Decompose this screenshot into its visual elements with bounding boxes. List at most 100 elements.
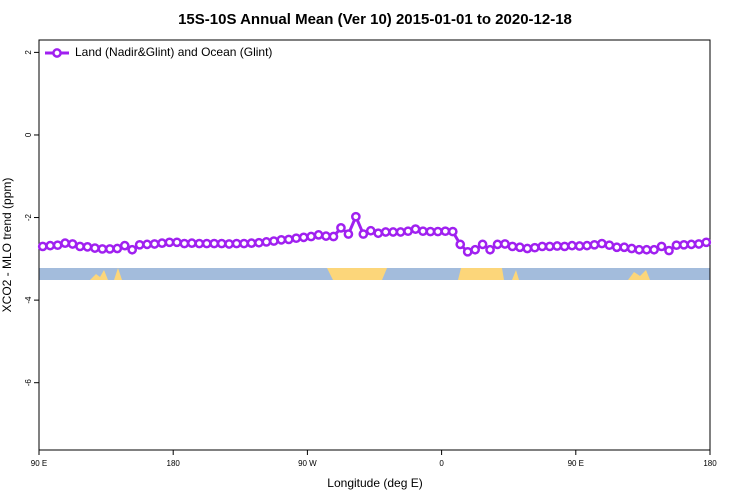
point xyxy=(321,231,331,241)
point xyxy=(462,246,473,257)
point xyxy=(567,240,577,251)
point xyxy=(380,227,391,237)
point xyxy=(149,239,160,249)
point xyxy=(395,227,406,237)
point xyxy=(574,241,585,251)
point xyxy=(604,240,615,251)
point xyxy=(529,242,540,253)
point xyxy=(112,243,123,254)
point xyxy=(410,224,421,234)
legend-marker xyxy=(52,48,62,58)
land-patch xyxy=(114,268,122,280)
point xyxy=(597,238,607,249)
point xyxy=(537,241,548,252)
point xyxy=(515,242,525,253)
point xyxy=(693,239,704,249)
land-patch xyxy=(90,270,108,280)
point xyxy=(142,239,152,250)
point xyxy=(611,242,622,253)
point xyxy=(283,234,294,245)
point xyxy=(246,238,257,248)
point xyxy=(671,240,682,251)
point xyxy=(298,232,309,243)
x-tick-label: 0 xyxy=(439,459,444,468)
point xyxy=(306,231,316,242)
point xyxy=(82,242,93,252)
point xyxy=(104,244,115,254)
point xyxy=(634,244,645,255)
point xyxy=(686,239,697,250)
land-patch xyxy=(327,268,387,280)
point xyxy=(179,238,190,249)
point xyxy=(90,243,100,253)
point xyxy=(522,243,533,254)
point xyxy=(418,226,428,237)
point xyxy=(209,238,220,249)
point xyxy=(679,239,689,250)
point xyxy=(544,241,555,252)
point xyxy=(261,237,272,247)
point xyxy=(231,238,242,249)
point xyxy=(373,228,384,239)
y-tick-label: -6 xyxy=(24,379,33,387)
point xyxy=(649,244,659,255)
legend-label: Land (Nadir&Glint) and Ocean (Glint) xyxy=(75,45,272,59)
point xyxy=(470,244,480,255)
point xyxy=(343,229,354,239)
x-tick-label: 180 xyxy=(167,459,181,468)
y-tick-label: 2 xyxy=(24,50,33,55)
y-tick-label: 0 xyxy=(24,132,33,137)
point xyxy=(37,241,48,252)
point xyxy=(97,244,108,254)
point xyxy=(75,241,85,252)
point xyxy=(157,238,167,248)
point xyxy=(269,236,279,246)
point xyxy=(664,245,674,256)
land-patch xyxy=(458,268,504,280)
point xyxy=(365,225,376,236)
point xyxy=(45,240,56,251)
point xyxy=(477,239,488,250)
point xyxy=(440,226,451,237)
point xyxy=(164,237,175,248)
x-tick-label: 90 E xyxy=(31,459,47,468)
point xyxy=(254,237,264,248)
point xyxy=(328,231,339,242)
point xyxy=(447,226,458,237)
point xyxy=(127,244,138,255)
point xyxy=(119,240,130,251)
point xyxy=(224,239,234,249)
point xyxy=(60,238,70,248)
point xyxy=(619,242,630,253)
point xyxy=(403,226,413,237)
point xyxy=(641,244,652,255)
point xyxy=(336,223,346,233)
point xyxy=(313,230,324,240)
x-axis-label: Longitude (deg E) xyxy=(327,476,422,490)
point xyxy=(388,227,398,237)
point xyxy=(485,244,495,255)
point xyxy=(172,237,182,248)
point xyxy=(433,226,443,237)
chart-title: 15S-10S Annual Mean (Ver 10) 2015-01-01 … xyxy=(178,11,572,28)
point xyxy=(186,238,197,248)
x-tick-label: 90 W xyxy=(298,459,317,468)
point xyxy=(194,238,205,249)
point xyxy=(276,234,287,245)
point xyxy=(507,241,518,252)
point xyxy=(216,238,227,249)
point xyxy=(52,240,63,251)
point xyxy=(455,239,466,250)
point xyxy=(425,226,436,237)
point xyxy=(582,240,592,251)
land-patch xyxy=(628,270,650,280)
point xyxy=(656,241,667,252)
point xyxy=(701,237,712,248)
y-tick-label: -2 xyxy=(24,213,33,221)
x-tick-label: 90 E xyxy=(568,459,584,468)
point xyxy=(626,243,637,254)
point xyxy=(201,238,212,249)
point xyxy=(559,241,570,252)
point xyxy=(291,233,302,244)
